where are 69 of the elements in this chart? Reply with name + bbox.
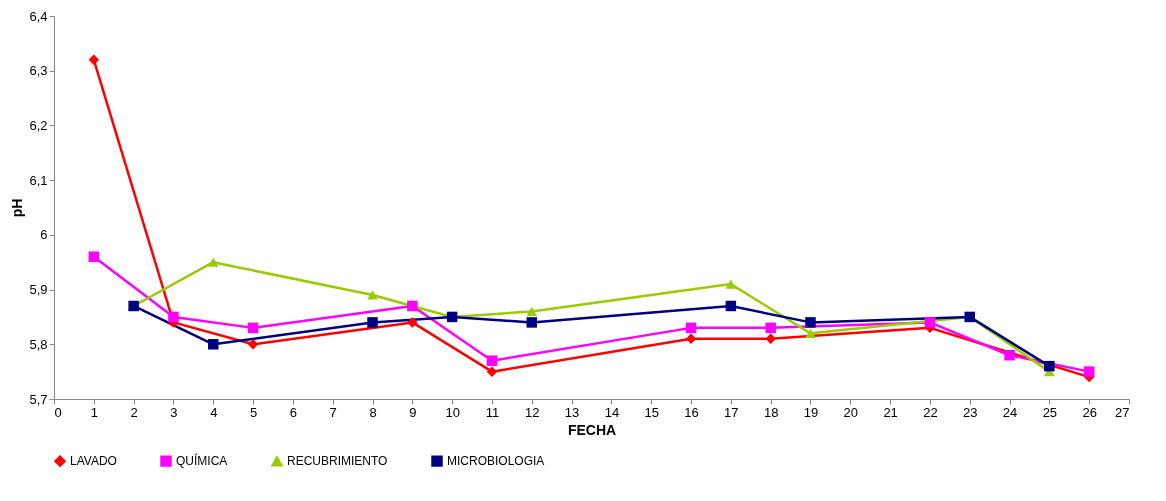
y-tick-label: 5,8 [29, 336, 48, 352]
x-tick-label: 9 [409, 404, 417, 420]
point [407, 300, 418, 312]
x-tick-label: 19 [803, 404, 819, 420]
x-tick-label: 25 [1042, 404, 1058, 420]
x-tick-label: 11 [485, 404, 500, 420]
point [1004, 349, 1015, 361]
point [765, 322, 776, 334]
x-tick-label: 2 [130, 404, 138, 420]
point [725, 300, 737, 312]
x-tick-label: 17 [724, 404, 739, 420]
x-tick-label: 0 [54, 404, 62, 420]
x-tick-label: 13 [564, 404, 580, 420]
x-tick-label: 10 [445, 404, 460, 420]
point [208, 339, 219, 350]
x-tick-label: 1 [90, 404, 98, 420]
point [247, 322, 259, 334]
point [805, 328, 816, 338]
y-tick-label: 6 [40, 227, 48, 243]
point [407, 317, 418, 328]
y-axis-title: pH [9, 198, 26, 218]
x-tick-label: 21 [883, 404, 898, 420]
x-tick-label: 7 [329, 404, 337, 420]
x-tick-label: 12 [525, 404, 540, 420]
x-tick-label: 3 [170, 404, 178, 420]
x-tick-label: 27 [1115, 404, 1130, 420]
point [1083, 366, 1095, 377]
point [486, 355, 498, 366]
point [88, 251, 100, 262]
x-axis-title: FECHA [567, 421, 617, 438]
legend-label: LAVADO [70, 454, 117, 469]
y-tick-label: 5,9 [29, 282, 48, 298]
point [247, 339, 259, 350]
point [1044, 360, 1055, 372]
x-tick-label: 24 [1002, 404, 1018, 420]
point [208, 257, 219, 267]
legend-label: RECUBRIMIENTO [287, 454, 388, 469]
point [526, 306, 538, 316]
point [685, 322, 697, 334]
x-tick-label: 15 [644, 404, 659, 420]
x-tick-label: 26 [1082, 404, 1097, 420]
x-tick-label: 22 [923, 404, 938, 420]
legend-label: QUÍMICA [176, 453, 228, 469]
point [367, 290, 378, 300]
legend-label: MICROBIOLOGIA [447, 454, 545, 469]
point [367, 317, 378, 328]
point [168, 311, 179, 323]
x-tick-label: 6 [289, 404, 298, 420]
y-tick-label: 6,2 [29, 117, 48, 133]
y-tick-label: 6,3 [29, 63, 48, 79]
point [486, 366, 498, 377]
point [924, 317, 936, 328]
x-tick-label: 4 [210, 404, 218, 420]
x-tick-label: 20 [843, 404, 859, 420]
point [685, 333, 697, 345]
point [725, 279, 737, 289]
x-tick-label: 18 [763, 404, 779, 420]
y-tick-label: 6,1 [29, 172, 48, 188]
x-tick-label: 14 [604, 404, 620, 420]
point [805, 317, 816, 328]
x-tick-label: 23 [963, 404, 978, 420]
point [765, 333, 776, 345]
point [526, 317, 538, 328]
x-tick-label: 8 [369, 404, 377, 420]
y-tick-label: 6,4 [29, 8, 48, 24]
y-tick-label: 5,7 [29, 391, 48, 407]
x-tick-label: 5 [249, 404, 258, 420]
point [88, 54, 100, 66]
x-tick-label: 16 [684, 404, 699, 420]
